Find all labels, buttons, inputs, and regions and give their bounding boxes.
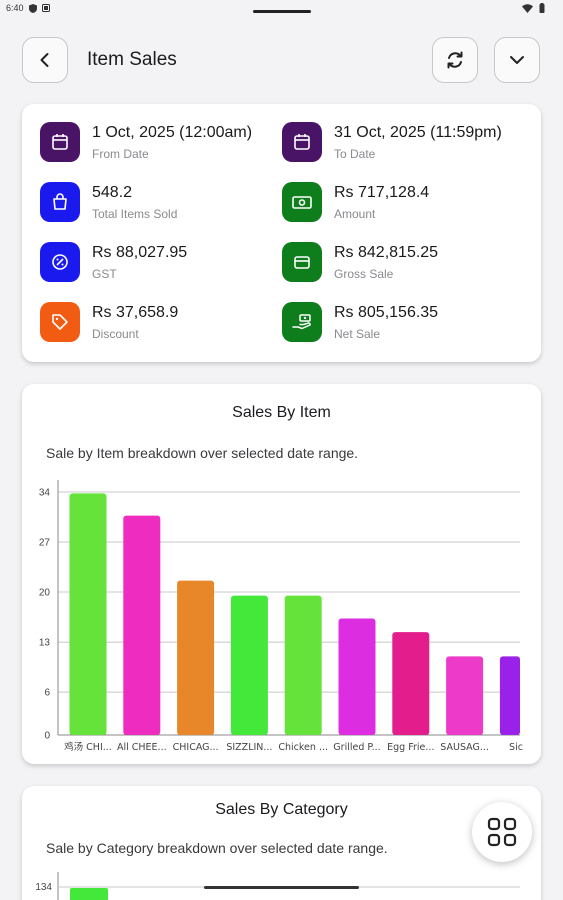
item-bar[interactable] xyxy=(123,515,161,735)
stat-value: Rs 842,815.25 xyxy=(334,244,439,261)
stat-value: 548.2 xyxy=(92,184,133,201)
chart-subtitle: Sale by Category breakdown over selected… xyxy=(46,840,388,856)
calendar-icon xyxy=(40,122,80,162)
item-bar[interactable] xyxy=(177,580,215,735)
page-title: Item Sales xyxy=(87,49,177,70)
item-bar[interactable] xyxy=(284,595,322,735)
sales-by-category-card: Sales By Category Sale by Category break… xyxy=(22,786,541,900)
stat-gst: Rs 88,027.95 GST xyxy=(40,242,280,286)
x-tick-label: Grilled P... xyxy=(333,742,380,753)
refresh-icon xyxy=(447,51,463,69)
y-tick-label: 0 xyxy=(44,731,50,742)
stat-label: To Date xyxy=(334,147,376,161)
expand-menu-button[interactable] xyxy=(494,37,540,83)
stat-value: 1 Oct, 2025 (12:00am) xyxy=(92,124,253,141)
scan-fab-button[interactable] xyxy=(472,802,532,862)
stat-label: Gross Sale xyxy=(334,267,394,281)
battery-icon xyxy=(539,3,545,13)
y-tick-label: 34 xyxy=(39,488,51,499)
y-tick-label: 13 xyxy=(39,638,51,649)
chart-title: Sales By Item xyxy=(232,404,331,421)
stat-label: Total Items Sold xyxy=(92,207,178,221)
shield-icon xyxy=(28,3,37,13)
y-tick-label: 20 xyxy=(39,588,51,599)
x-tick-label: Chicken ... xyxy=(278,742,328,753)
y-tick-label: 6 xyxy=(44,688,50,699)
hand-money-icon xyxy=(282,302,322,342)
stat-to-date: 31 Oct, 2025 (11:59pm) To Date xyxy=(282,122,522,166)
refresh-button[interactable] xyxy=(432,37,478,83)
x-tick-label: SAUSAG... xyxy=(440,742,489,753)
stat-total-items-sold: 548.2 Total Items Sold xyxy=(40,182,280,226)
stat-value: Rs 805,156.35 xyxy=(334,304,439,321)
status-bar: 6:40 xyxy=(0,0,563,20)
sales-by-item-card: Sales By Item Sale by Item breakdown ove… xyxy=(22,384,541,764)
stat-value: Rs 717,128.4 xyxy=(334,184,430,201)
cash-icon xyxy=(282,182,322,222)
tag-icon xyxy=(40,302,80,342)
category-bar[interactable] xyxy=(70,888,108,900)
chevron-down-icon xyxy=(510,56,524,64)
back-button[interactable] xyxy=(22,37,68,83)
stat-label: Discount xyxy=(92,327,139,341)
item-bar[interactable] xyxy=(392,632,430,735)
stat-value: 31 Oct, 2025 (11:59pm) xyxy=(334,124,502,141)
wifi-icon xyxy=(522,3,533,13)
stat-gross-sale: Rs 842,815.25 Gross Sale xyxy=(282,242,522,286)
calendar-icon xyxy=(282,122,322,162)
x-tick-label: SIZZLIN... xyxy=(226,742,272,753)
home-indicator xyxy=(204,886,359,889)
item-bar[interactable] xyxy=(446,656,484,735)
wallet-icon xyxy=(282,242,322,282)
shopping-bag-icon xyxy=(40,182,80,222)
camera-notch xyxy=(253,10,311,13)
stat-net-sale: Rs 805,156.35 Net Sale xyxy=(282,302,522,346)
stat-label: Net Sale xyxy=(334,327,381,341)
sales-by-category-chart: 134 xyxy=(35,872,520,900)
sales-by-item-chart: 0 6 13 20 27 34 鸡汤 CHI... All CHEE... CHICAG... S… xyxy=(39,480,523,753)
stat-label: From Date xyxy=(92,147,149,161)
chart-subtitle: Sale by Item breakdown over selected dat… xyxy=(46,445,359,461)
summary-card: 1 Oct, 2025 (12:00am) From Date 31 Oct, … xyxy=(22,104,541,362)
y-tick-label: 27 xyxy=(39,538,51,549)
x-tick-label: All CHEE... xyxy=(117,742,167,753)
app-header: Item Sales xyxy=(0,36,563,86)
notification-icon xyxy=(41,4,50,12)
chart-title: Sales By Category xyxy=(215,801,348,818)
x-tick-label: CHICAG... xyxy=(173,742,219,753)
x-tick-label: Sic xyxy=(509,742,523,753)
stat-label: Amount xyxy=(334,207,376,221)
stat-discount: Rs 37,658.9 Discount xyxy=(40,302,280,346)
status-time: 6:40 xyxy=(6,3,24,13)
item-bar[interactable] xyxy=(338,618,376,735)
tax-percent-icon xyxy=(40,242,80,282)
stat-label: GST xyxy=(92,267,117,281)
item-bar[interactable] xyxy=(499,656,520,735)
stat-amount: Rs 717,128.4 Amount xyxy=(282,182,522,226)
stat-value: Rs 37,658.9 xyxy=(92,304,179,321)
x-tick-label: 鸡汤 CHI... xyxy=(64,741,112,753)
y-tick-label: 134 xyxy=(35,882,52,893)
scan-icon xyxy=(487,817,517,847)
item-bar[interactable] xyxy=(69,493,107,735)
chevron-left-icon xyxy=(40,53,49,67)
item-bar[interactable] xyxy=(230,595,268,735)
x-tick-label: Egg Frie... xyxy=(387,742,434,753)
stat-from-date: 1 Oct, 2025 (12:00am) From Date xyxy=(40,122,280,166)
stat-value: Rs 88,027.95 xyxy=(92,244,188,261)
